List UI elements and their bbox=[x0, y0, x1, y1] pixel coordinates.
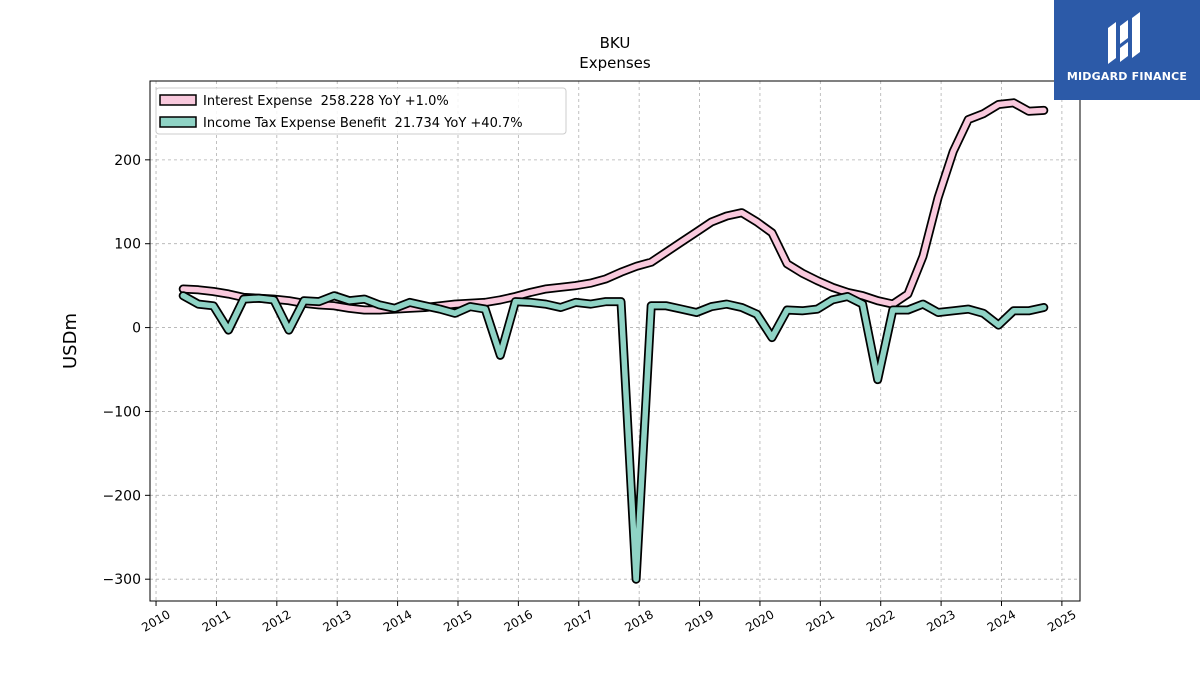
y-axis-label: USDm bbox=[60, 313, 81, 369]
legend-swatch bbox=[159, 94, 197, 106]
y-tick-label: −300 bbox=[103, 572, 141, 588]
x-tick-label: 2017 bbox=[562, 607, 595, 634]
chart-title: BKU bbox=[600, 34, 631, 52]
x-tick-label: 2021 bbox=[804, 607, 837, 634]
x-tick-label: 2013 bbox=[320, 607, 353, 634]
x-tick-label: 2010 bbox=[139, 607, 172, 634]
plot-frame bbox=[149, 80, 1081, 602]
series-layer bbox=[178, 98, 1049, 584]
x-tick-label: 2012 bbox=[260, 607, 293, 634]
brand-logo: MIDGARD FINANCE bbox=[1054, 0, 1200, 100]
logo-text: MIDGARD FINANCE bbox=[1066, 70, 1188, 83]
y-tick-label: 0 bbox=[132, 321, 141, 337]
x-tick-label: 2023 bbox=[924, 607, 957, 634]
x-tick-label: 2024 bbox=[985, 607, 1018, 634]
x-tick-label: 2025 bbox=[1045, 607, 1078, 634]
x-tick-label: 2016 bbox=[502, 607, 535, 634]
series-line-income-tax-expense-benefit bbox=[180, 292, 1047, 582]
series-line-interest-expense bbox=[180, 100, 1047, 313]
x-tick-label: 2011 bbox=[200, 607, 233, 634]
y-tick-label: 200 bbox=[114, 153, 141, 169]
y-tick-label: 100 bbox=[114, 237, 141, 253]
x-tick-label: 2019 bbox=[683, 607, 716, 634]
x-tick-label: 2020 bbox=[743, 607, 776, 634]
logo-mark-icon bbox=[1108, 12, 1140, 64]
y-tick-label: −200 bbox=[103, 488, 141, 504]
grid bbox=[150, 81, 1080, 601]
x-tick-label: 2022 bbox=[864, 607, 897, 634]
series-outline-income-tax-expense-benefit bbox=[178, 291, 1049, 584]
legend-swatch bbox=[159, 116, 197, 128]
x-tick-label: 2018 bbox=[622, 607, 655, 634]
legend-box bbox=[155, 87, 567, 135]
x-tick-label: 2015 bbox=[441, 607, 474, 634]
chart-subtitle: Expenses bbox=[579, 54, 651, 72]
legend: Interest Expense 258.228 YoY +1.0% Income… bbox=[155, 87, 567, 135]
y-tick-label: −100 bbox=[103, 404, 141, 420]
legend-label: Interest Expense 258.228 YoY +1.0% bbox=[203, 94, 449, 109]
x-tick-label: 2014 bbox=[381, 607, 414, 634]
legend-label: Income Tax Expense Benefit 21.734 YoY +4… bbox=[203, 116, 523, 131]
